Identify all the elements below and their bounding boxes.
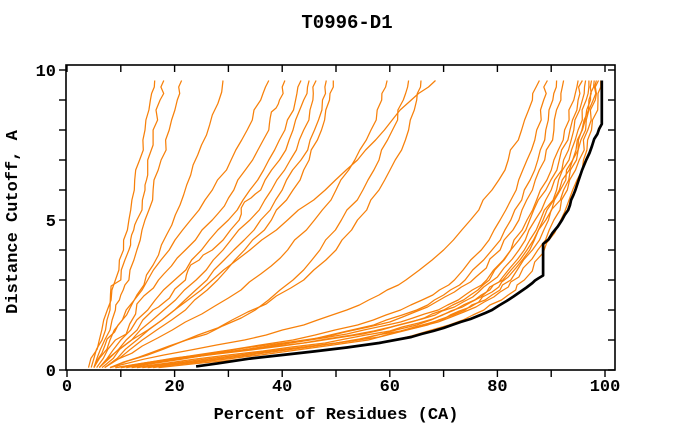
model-curve [87, 80, 156, 368]
model-curve [120, 80, 565, 369]
model-curve [142, 80, 595, 369]
curves-layer [87, 80, 604, 369]
model-curve [96, 80, 286, 368]
axes-layer: 0 20 40 60 80 100 0 5 10 [36, 63, 621, 397]
y-tick-label: 0 [46, 363, 56, 382]
model-curve [104, 80, 334, 369]
model-curve [109, 80, 410, 369]
model-curve [109, 80, 540, 369]
model-curve [98, 80, 310, 369]
plot-border [65, 64, 616, 371]
model-curve [126, 80, 587, 369]
model-curve [90, 80, 165, 368]
model-curve [109, 80, 422, 369]
model-curve [93, 80, 224, 368]
model-curve [101, 80, 317, 369]
model-curve [93, 80, 270, 368]
model-curve [93, 80, 183, 368]
model-curve [98, 80, 302, 369]
x-tick-label: 0 [62, 378, 72, 397]
x-tick-label: 40 [272, 378, 292, 397]
model-curve [104, 80, 388, 369]
best-model-curve [195, 80, 604, 368]
y-tick-label: 5 [46, 213, 56, 232]
x-tick-label: 100 [590, 378, 621, 397]
model-curve [131, 80, 590, 369]
chart-title: T0996-D1 [301, 12, 392, 34]
y-axis-label: Distance Cutoff, A [4, 129, 23, 313]
model-curve [98, 80, 436, 369]
x-tick-label: 60 [380, 378, 400, 397]
x-tick-label: 80 [487, 378, 507, 397]
y-tick-label: 10 [36, 63, 56, 82]
model-curve [153, 80, 600, 369]
model-curve [115, 80, 583, 369]
model-curve [115, 80, 548, 369]
x-tick-label: 20 [164, 378, 184, 397]
x-axis-label: Percent of Residues (CA) [214, 406, 459, 425]
